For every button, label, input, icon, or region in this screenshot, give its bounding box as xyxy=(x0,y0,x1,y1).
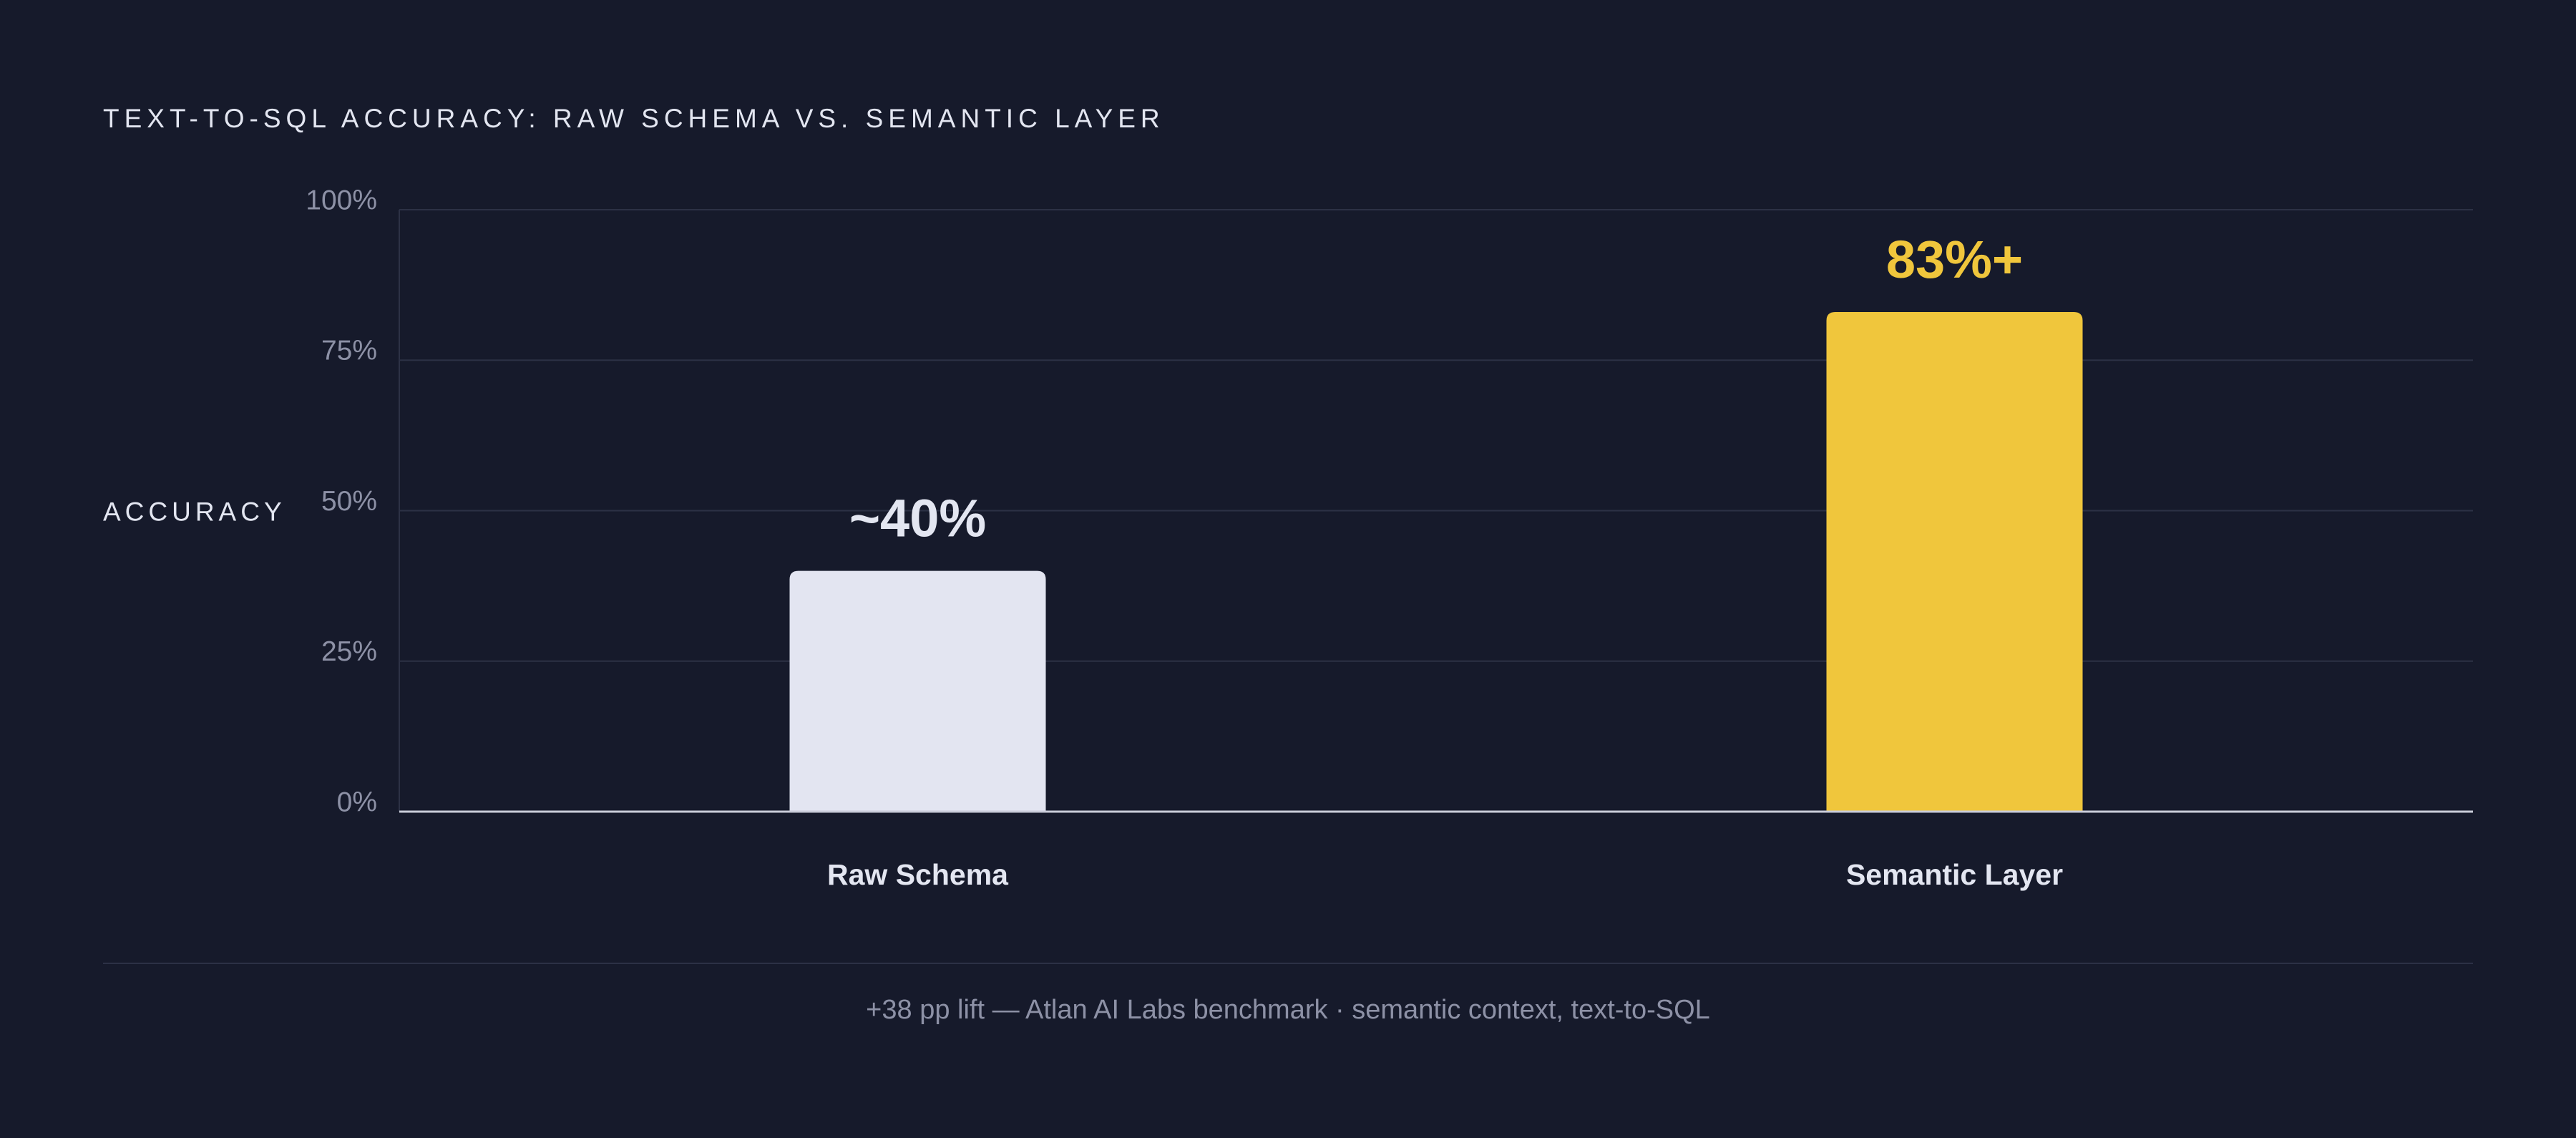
y-tick-label: 25% xyxy=(321,636,377,667)
footer-divider xyxy=(103,963,2473,964)
x-category-label: Raw Schema xyxy=(827,858,1009,891)
x-category-label: Semantic Layer xyxy=(1846,858,2063,891)
y-tick-label: 0% xyxy=(337,787,377,817)
bar-value-label: ~40% xyxy=(849,489,986,548)
footer-note: +38 pp lift — Atlan AI Labs benchmark · … xyxy=(866,995,1710,1025)
y-tick-label: 100% xyxy=(306,185,377,215)
y-tick-label: 75% xyxy=(321,336,377,366)
y-axis-label: ACCURACY xyxy=(103,497,286,526)
bar xyxy=(789,570,1046,812)
bar-value-label: 83%+ xyxy=(1886,230,2023,289)
y-tick-label: 50% xyxy=(321,486,377,517)
bar xyxy=(1826,311,2083,812)
chart-title: TEXT-TO-SQL ACCURACY: RAW SCHEMA VS. SEM… xyxy=(103,104,1165,133)
